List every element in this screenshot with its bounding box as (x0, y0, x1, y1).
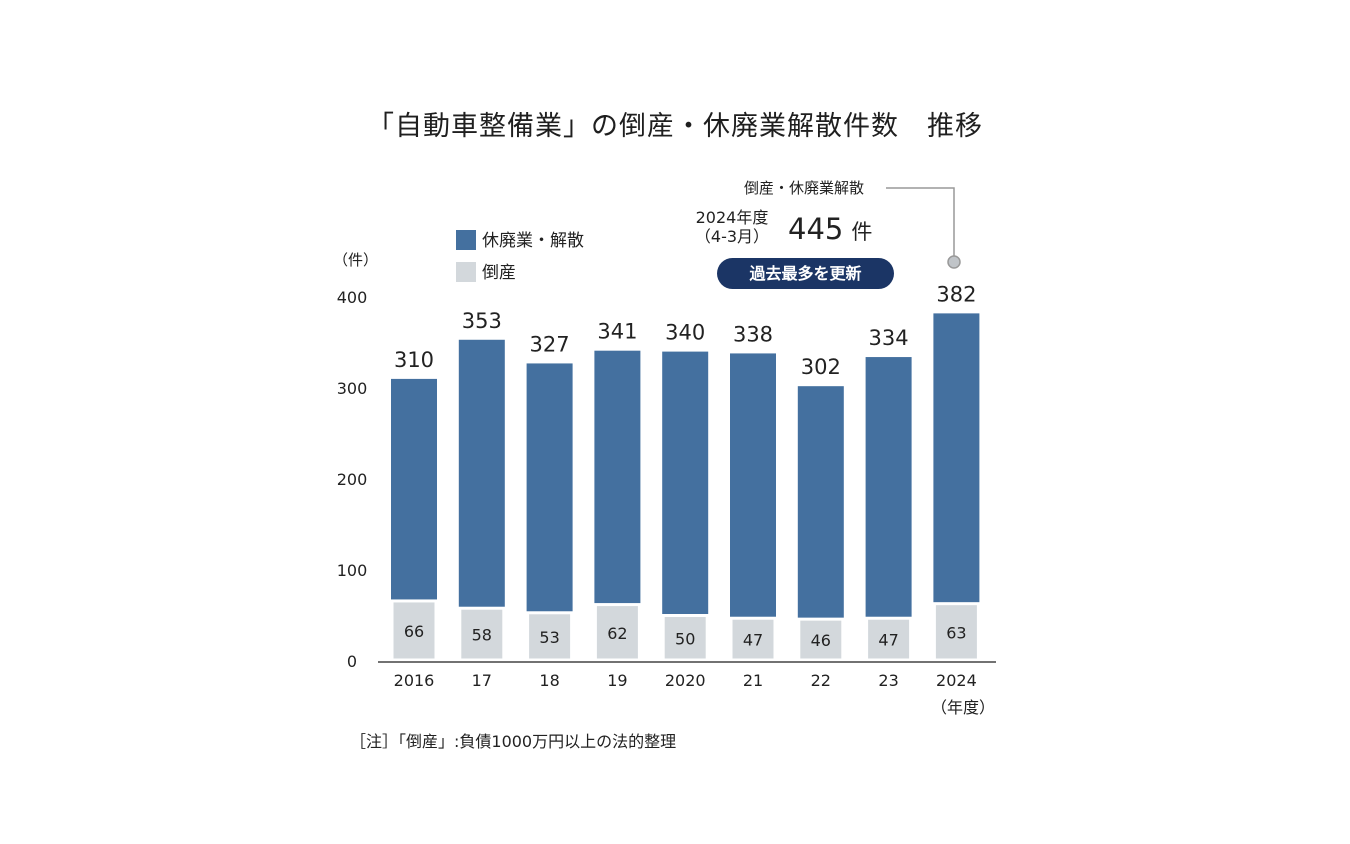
callout-unit: 件 (851, 220, 873, 244)
legend-swatch-bankruptcy (456, 262, 476, 282)
bar-bankruptcy-4 (661, 614, 709, 662)
bar-bankruptcy-3 (593, 603, 641, 662)
y-axis-unit-label: （件） (333, 251, 379, 269)
value-label-closure-2: 327 (530, 332, 570, 356)
value-label-closure-4: 340 (665, 321, 705, 345)
value-label-closure-7: 334 (869, 326, 909, 350)
callout-year: 2024年度 （4-3月） (684, 208, 780, 246)
y-tick-label-4: 400 (337, 288, 368, 307)
legend-swatch-closure (456, 230, 476, 250)
bar-bankruptcy-5 (729, 616, 777, 662)
x-tick-label-2: 18 (539, 671, 559, 690)
y-tick-label-3: 300 (337, 379, 368, 398)
value-label-closure-5: 338 (733, 322, 773, 346)
y-tick-label-0: 0 (347, 652, 357, 671)
value-label-bankruptcy-6: 46 (811, 631, 831, 650)
value-label-closure-0: 310 (394, 348, 434, 372)
x-tick-label-7: 23 (878, 671, 898, 690)
value-label-bankruptcy-5: 47 (743, 631, 763, 650)
y-tick-label-1: 100 (337, 561, 368, 580)
bar-closure-5 (730, 353, 776, 661)
callout-marker-dot (947, 255, 961, 269)
bar-bankruptcy-8 (932, 602, 980, 662)
callout-label: 倒産・休廃業解散 (744, 179, 865, 197)
x-tick-label-5: 21 (743, 671, 763, 690)
value-label-closure-3: 341 (597, 320, 637, 344)
bar-bankruptcy-1 (458, 606, 506, 662)
value-label-bankruptcy-1: 58 (472, 626, 492, 645)
callout-year-line1: 2024年度 (695, 208, 769, 227)
legend-label-bankruptcy: 倒産 (482, 263, 516, 283)
bar-closure-6 (797, 386, 844, 661)
value-label-closure-6: 302 (801, 355, 841, 379)
bar-closure-7 (865, 357, 912, 661)
bar-bankruptcy-2 (526, 611, 574, 662)
bar-bankruptcy-7 (865, 616, 913, 662)
x-tick-label-4: 2020 (665, 671, 706, 690)
x-tick-label-8: 2024 (936, 671, 977, 690)
value-label-closure-8: 382 (936, 282, 976, 306)
callout-value: 445 件 (788, 212, 872, 246)
bar-bankruptcy-0 (390, 599, 438, 662)
x-tick-label-0: 2016 (394, 671, 435, 690)
value-label-bankruptcy-0: 66 (404, 622, 424, 641)
callout-connector-line (886, 187, 955, 256)
bar-closure-4 (662, 351, 709, 661)
y-tick-label-2: 200 (337, 470, 368, 489)
legend-item-closure: 休廃業・解散 (456, 230, 584, 252)
bar-bankruptcy-6 (797, 617, 845, 662)
x-tick-label-6: 22 (811, 671, 831, 690)
x-axis-unit-label: （年度） (931, 698, 996, 717)
value-label-closure-1: 353 (462, 309, 502, 333)
footnote: ［注］「倒産」:負債1000万円以上の法的整理 (350, 732, 677, 751)
value-label-bankruptcy-8: 63 (946, 623, 966, 642)
record-high-badge: 過去最多を更新 (717, 258, 894, 289)
legend-item-bankruptcy: 倒産 (456, 262, 516, 284)
callout-number: 445 (788, 212, 844, 246)
callout-year-line2: （4-3月） (694, 227, 770, 246)
value-label-bankruptcy-2: 53 (539, 628, 559, 647)
x-tick-label-1: 17 (472, 671, 492, 690)
value-label-bankruptcy-7: 47 (878, 631, 898, 650)
chart-title: 「自動車整備業」の倒産・休廃業解散件数 推移 (367, 111, 983, 142)
value-label-bankruptcy-4: 50 (675, 629, 695, 648)
value-label-bankruptcy-3: 62 (607, 624, 627, 643)
legend-label-closure: 休廃業・解散 (482, 231, 584, 251)
x-tick-label-3: 19 (607, 671, 627, 690)
